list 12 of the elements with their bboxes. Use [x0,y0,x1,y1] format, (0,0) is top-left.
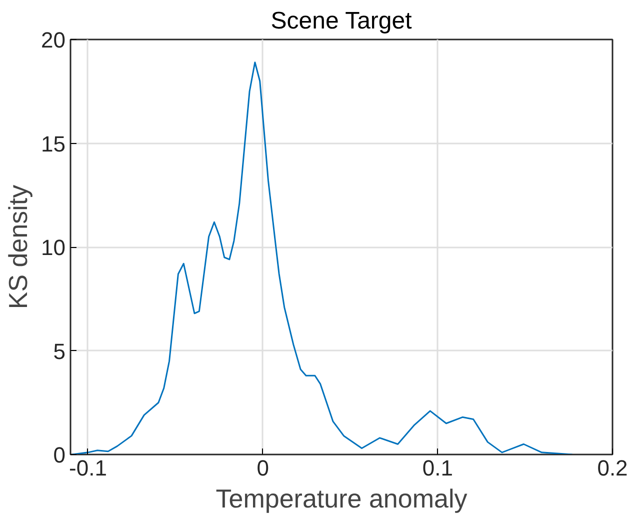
chart-title: Scene Target [270,8,412,34]
line-series [72,62,574,454]
y-tick-label: 15 [41,131,66,156]
x-axis-title: Temperature anomaly [216,484,468,514]
x-tick-label: 0 [256,456,269,480]
y-tick-label: 10 [41,235,66,260]
y-tick-label: 20 [41,28,66,52]
y-tick-label: 5 [53,338,66,364]
x-tick-label: 0.2 [597,456,628,480]
x-tick-label: 0.1 [422,456,453,480]
y-axis-title: KS density [3,184,34,310]
x-tick-label: -0.1 [69,456,107,480]
